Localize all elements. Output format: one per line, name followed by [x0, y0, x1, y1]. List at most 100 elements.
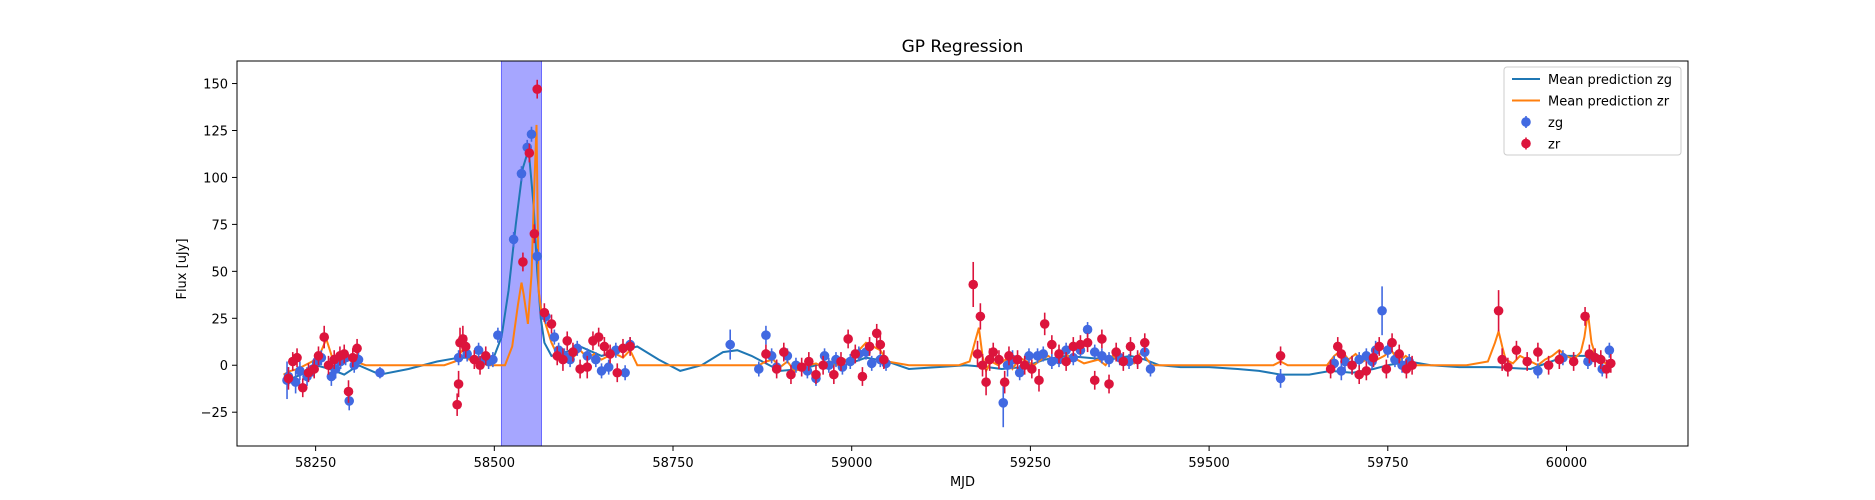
point-marker — [549, 332, 560, 342]
point-marker — [771, 364, 782, 374]
point-marker — [1027, 364, 1037, 374]
data-point-zg — [753, 361, 764, 377]
point-marker — [473, 345, 484, 356]
point-marker — [1511, 345, 1522, 356]
data-point-zg — [290, 370, 301, 394]
point-marker — [309, 364, 319, 374]
point-marker — [1606, 358, 1616, 369]
data-point-zr — [968, 261, 979, 308]
legend-label: zg — [1548, 116, 1563, 131]
data-point-zg — [1104, 352, 1114, 368]
data-point-zr — [1097, 329, 1107, 349]
data-point-zg — [1038, 346, 1049, 362]
data-point-zr — [843, 329, 853, 349]
data-point-zr — [864, 337, 875, 356]
point-marker — [1497, 354, 1507, 365]
point-marker — [804, 356, 814, 367]
y-tick-label: 0 — [220, 359, 228, 374]
data-point-zr — [771, 359, 782, 379]
data-point-zg — [453, 350, 464, 366]
data-point-zr — [529, 224, 540, 244]
data-point-zr — [1089, 370, 1100, 390]
point-marker — [452, 399, 462, 410]
point-marker — [1325, 364, 1336, 374]
point-marker — [988, 347, 999, 357]
data-point-zr — [292, 348, 302, 368]
point-marker — [524, 148, 535, 158]
point-marker — [625, 341, 635, 352]
point-marker — [319, 332, 330, 342]
data-point-zr — [786, 365, 796, 385]
legend-item-line-zr: Mean prediction zr — [1512, 95, 1670, 110]
data-point-zg — [603, 359, 614, 375]
data-point-zr — [339, 344, 350, 364]
point-marker — [811, 369, 821, 380]
legend-item-point-zr: zr — [1521, 137, 1561, 153]
point-marker — [1275, 373, 1286, 384]
point-marker — [1014, 367, 1025, 378]
point-marker — [753, 364, 764, 374]
point-marker — [1024, 351, 1034, 361]
point-marker — [1354, 354, 1365, 365]
x-tick-label: 59250 — [1010, 456, 1051, 471]
data-point-zr — [975, 303, 986, 330]
point-marker — [453, 352, 464, 363]
data-point-zr — [599, 337, 610, 356]
point-marker — [290, 377, 301, 387]
point-marker — [1004, 351, 1014, 361]
data-point-zr — [1361, 361, 1372, 381]
point-marker — [836, 356, 846, 367]
data-point-zg — [473, 342, 484, 358]
data-point-zr — [546, 314, 557, 334]
point-marker — [532, 251, 543, 262]
data-point-zr — [1497, 348, 1507, 371]
data-point-zg — [1354, 352, 1365, 368]
point-marker — [796, 362, 807, 372]
point-marker — [1125, 341, 1136, 352]
data-point-zr — [452, 393, 462, 416]
plot-area — [282, 60, 1616, 447]
point-marker — [593, 332, 604, 342]
point-marker — [1111, 347, 1121, 357]
point-marker — [352, 343, 362, 354]
data-point-zr — [1394, 344, 1405, 364]
data-point-zr — [283, 367, 294, 390]
data-point-zr — [1493, 290, 1504, 332]
point-marker — [1068, 352, 1079, 363]
point-marker — [1381, 364, 1392, 374]
x-tick-label: 59500 — [1188, 456, 1229, 471]
data-point-zr — [343, 380, 354, 403]
point-marker — [599, 341, 610, 352]
y-tick-label: 50 — [211, 265, 228, 280]
data-point-zr — [539, 303, 550, 323]
legend: Mean prediction zg Mean prediction zr zg zr — [1503, 66, 1682, 156]
point-marker — [761, 330, 771, 340]
point-marker — [1089, 375, 1100, 386]
data-point-zr — [1533, 342, 1543, 362]
data-point-zr — [1034, 369, 1044, 392]
point-marker — [1604, 345, 1615, 356]
data-point-zr — [1511, 340, 1522, 360]
data-point-zg — [375, 367, 385, 379]
point-marker — [1543, 360, 1554, 371]
data-point-zr — [1347, 355, 1357, 375]
point-marker — [292, 352, 302, 363]
point-marker — [1275, 351, 1286, 361]
data-point-zr — [1125, 337, 1136, 356]
point-marker — [1340, 356, 1350, 367]
data-point-zr — [625, 337, 635, 356]
x-tick-label: 58250 — [295, 456, 336, 471]
point-marker — [375, 367, 385, 378]
point-marker — [1583, 356, 1593, 367]
data-point-zr — [524, 143, 535, 163]
data-point-zr — [1554, 350, 1565, 369]
point-marker — [297, 382, 308, 393]
data-point-zr — [999, 370, 1010, 394]
mean-prediction-line-zg — [286, 149, 1603, 382]
point-marker — [994, 354, 1004, 365]
point-marker — [1061, 356, 1071, 367]
data-point-zr — [460, 335, 471, 358]
data-point-zr — [1104, 374, 1114, 394]
data-point-zr — [1606, 353, 1616, 373]
data-point-zg — [526, 126, 537, 142]
